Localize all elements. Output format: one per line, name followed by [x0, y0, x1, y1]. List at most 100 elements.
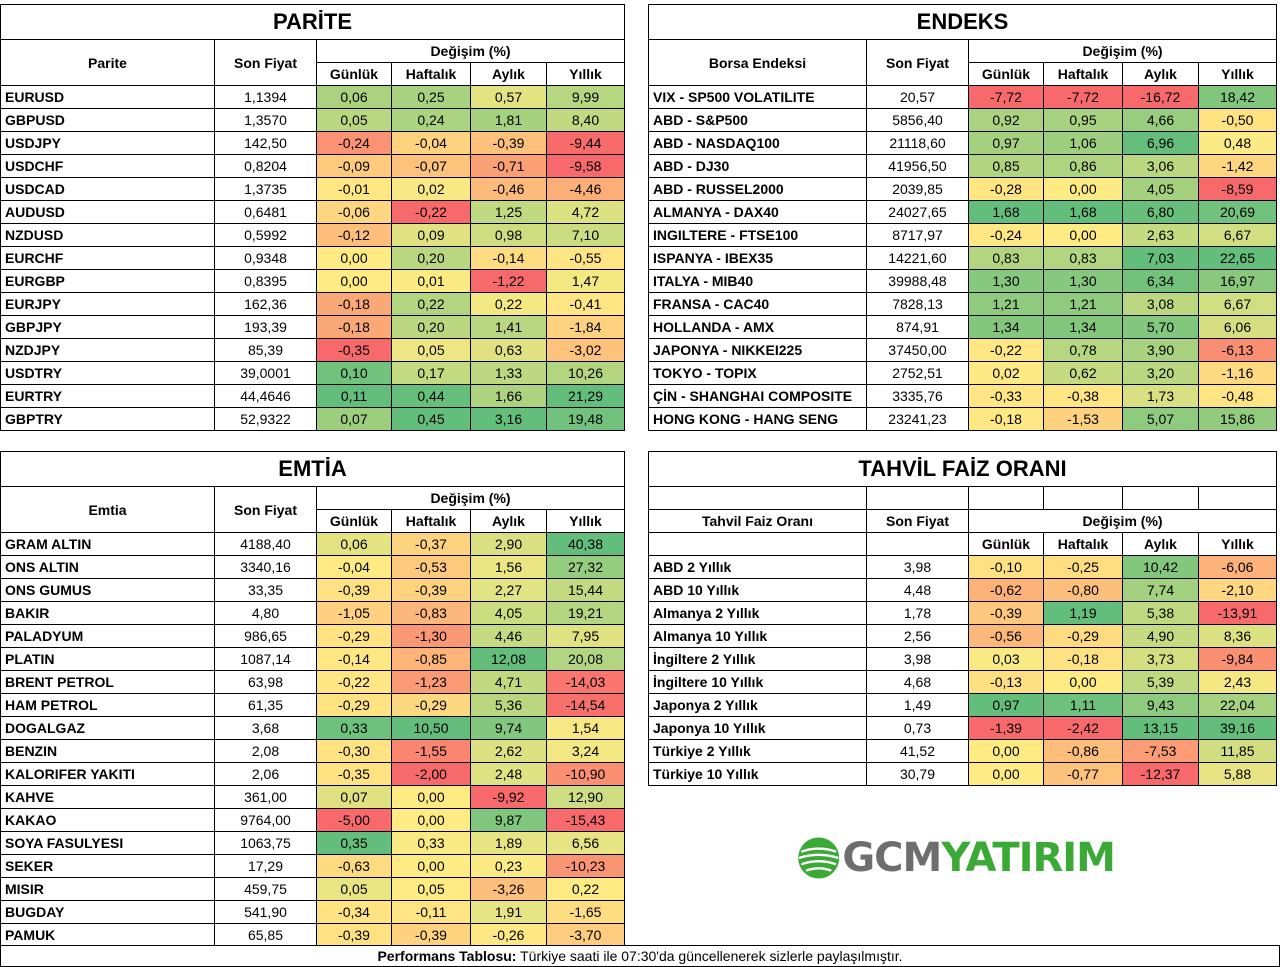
header-weekly: Haftalık	[1043, 62, 1123, 86]
row-change-y: -3,70	[546, 923, 625, 947]
row-change-m: -7,53	[1122, 739, 1199, 763]
row-change-m: -16,72	[1122, 85, 1199, 109]
row-change-w: 0,00	[391, 808, 471, 832]
row-change-d: 1,30	[968, 269, 1044, 293]
table-row: USDTRY 39,0001 0,10 0,17 1,33 10,26	[0, 361, 625, 385]
row-change-d: 0,97	[968, 693, 1044, 717]
table-row: USDCAD 1,3735 -0,01 0,02 -0,46 -4,46	[0, 177, 625, 201]
row-change-w: -2,42	[1043, 716, 1123, 740]
row-change-y: 7,10	[546, 223, 625, 247]
row-change-w: -0,39	[391, 923, 471, 947]
row-price: 162,36	[214, 292, 317, 316]
row-change-y: 2,43	[1198, 670, 1277, 694]
row-change-m: 0,22	[470, 292, 547, 316]
row-change-m: 4,71	[470, 670, 547, 694]
row-price: 23241,23	[866, 407, 969, 431]
table-row: JAPONYA - NIKKEI225 37450,00 -0,22 0,78 3,90…	[648, 338, 1277, 362]
row-change-y: 1,47	[546, 269, 625, 293]
row-name: DOGALGAZ	[0, 716, 215, 740]
row-change-d: -5,00	[316, 808, 392, 832]
row-change-d: 0,97	[968, 131, 1044, 155]
row-name: PLATIN	[0, 647, 215, 671]
row-change-d: -0,35	[316, 762, 392, 786]
table-row: GRAM ALTIN 4188,40 0,06 -0,37 2,90 40,38	[0, 532, 625, 556]
row-change-w: -0,37	[391, 532, 471, 556]
row-change-w: -0,39	[391, 578, 471, 602]
row-change-w: 0,95	[1043, 108, 1123, 132]
footer-note: Performans Tablosu: Türkiye saati ile 07…	[0, 945, 1280, 967]
header-monthly: Aylık	[1122, 532, 1199, 556]
row-price: 0,8395	[214, 269, 317, 293]
row-change-d: 0,02	[968, 361, 1044, 385]
row-change-y: -13,91	[1198, 601, 1277, 625]
tahvil-title: TAHVİL FAİZ ORANI	[648, 451, 1277, 487]
table-row: ABD - RUSSEL2000 2039,85 -0,28 0,00 4,05 -8,5…	[648, 177, 1277, 201]
row-change-w: 0,05	[391, 877, 471, 901]
row-change-y: 22,04	[1198, 693, 1277, 717]
row-change-d: 0,10	[316, 361, 392, 385]
row-change-y: -3,02	[546, 338, 625, 362]
row-change-w: 0,83	[1043, 246, 1123, 270]
header-change: Değişim (%)	[316, 486, 625, 510]
row-change-m: 6,34	[1122, 269, 1199, 293]
row-change-y: -4,46	[546, 177, 625, 201]
row-change-w: 0,02	[391, 177, 471, 201]
table-row: VIX - SP500 VOLATILITE 20,57 -7,72 -7,72 -16…	[648, 85, 1277, 109]
row-change-m: 7,03	[1122, 246, 1199, 270]
blank-cell	[866, 532, 969, 556]
row-change-y: 19,21	[546, 601, 625, 625]
row-change-d: -1,39	[968, 716, 1044, 740]
table-row: FRANSA - CAC40 7828,13 1,21 1,21 3,08 6,67	[648, 292, 1277, 316]
row-price: 874,91	[866, 315, 969, 339]
row-change-y: -1,16	[1198, 361, 1277, 385]
row-change-d: -0,39	[968, 601, 1044, 625]
table-row: ABD 10 Yıllık 4,48 -0,62 -0,80 7,74 -2,10	[648, 578, 1277, 602]
row-change-w: -0,29	[1043, 624, 1123, 648]
row-change-y: 39,16	[1198, 716, 1277, 740]
row-price: 2752,51	[866, 361, 969, 385]
row-change-y: -6,06	[1198, 555, 1277, 579]
footer-label: Performans Tablosu:	[377, 948, 517, 964]
row-change-w: -0,29	[391, 693, 471, 717]
tahvil-panel: TAHVİL FAİZ ORANI Tahvil Faiz Oranı Son Fi…	[648, 451, 1277, 786]
emtia-table: EMTİA Emtia Son Fiyat Değişim (%) Günlük Haft…	[0, 451, 625, 947]
row-change-d: 0,06	[316, 85, 392, 109]
row-price: 1,78	[866, 601, 969, 625]
row-change-d: -0,22	[968, 338, 1044, 362]
row-change-m: 6,96	[1122, 131, 1199, 155]
row-change-m: 13,15	[1122, 716, 1199, 740]
row-change-y: -0,48	[1198, 384, 1277, 408]
row-name: GBPJPY	[0, 315, 215, 339]
row-change-w: 0,20	[391, 246, 471, 270]
row-price: 142,50	[214, 131, 317, 155]
row-change-d: -0,22	[316, 670, 392, 694]
row-name: USDCHF	[0, 154, 215, 178]
row-change-w: 1,19	[1043, 601, 1123, 625]
row-price: 541,90	[214, 900, 317, 924]
row-change-m: -0,46	[470, 177, 547, 201]
table-row: Japonya 2 Yıllık 1,49 0,97 1,11 9,43 22,04	[648, 693, 1277, 717]
table-row: Türkiye 10 Yıllık 30,79 0,00 -0,77 -12,37 5,8…	[648, 762, 1277, 786]
table-row: INGILTERE - FTSE100 8717,97 -0,24 0,00 2,63 6…	[648, 223, 1277, 247]
row-change-m: -3,26	[470, 877, 547, 901]
table-row: SOYA FASULYESI 1063,75 0,35 0,33 1,89 6,56	[0, 831, 625, 855]
row-change-w: 0,00	[1043, 223, 1123, 247]
row-change-m: 4,05	[1122, 177, 1199, 201]
row-change-m: -0,39	[470, 131, 547, 155]
row-change-w: 1,34	[1043, 315, 1123, 339]
row-name: ÇİN - SHANGHAI COMPOSITE	[648, 384, 867, 408]
row-name: USDCAD	[0, 177, 215, 201]
row-change-y: 21,29	[546, 384, 625, 408]
row-name: Türkiye 10 Yıllık	[648, 762, 867, 786]
row-name: NZDUSD	[0, 223, 215, 247]
parite-table: PARİTE Parite Son Fiyat Değişim (%) Günlük Ha…	[0, 4, 625, 431]
endeks-panel: ENDEKS Borsa Endeksi Son Fiyat Değişim (%) G…	[648, 4, 1277, 431]
header-price: Son Fiyat	[214, 486, 317, 533]
row-change-w: -0,18	[1043, 647, 1123, 671]
row-change-d: -0,12	[316, 223, 392, 247]
row-change-d: -0,24	[316, 131, 392, 155]
row-change-m: -0,26	[470, 923, 547, 947]
row-change-m: -12,37	[1122, 762, 1199, 786]
row-change-d: -0,63	[316, 854, 392, 878]
table-row: ALMANYA - DAX40 24027,65 1,68 1,68 6,80 20,69	[648, 200, 1277, 224]
